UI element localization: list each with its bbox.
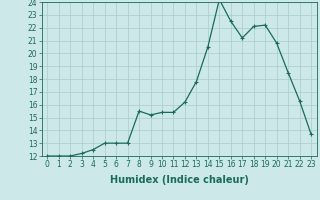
X-axis label: Humidex (Indice chaleur): Humidex (Indice chaleur): [110, 175, 249, 185]
